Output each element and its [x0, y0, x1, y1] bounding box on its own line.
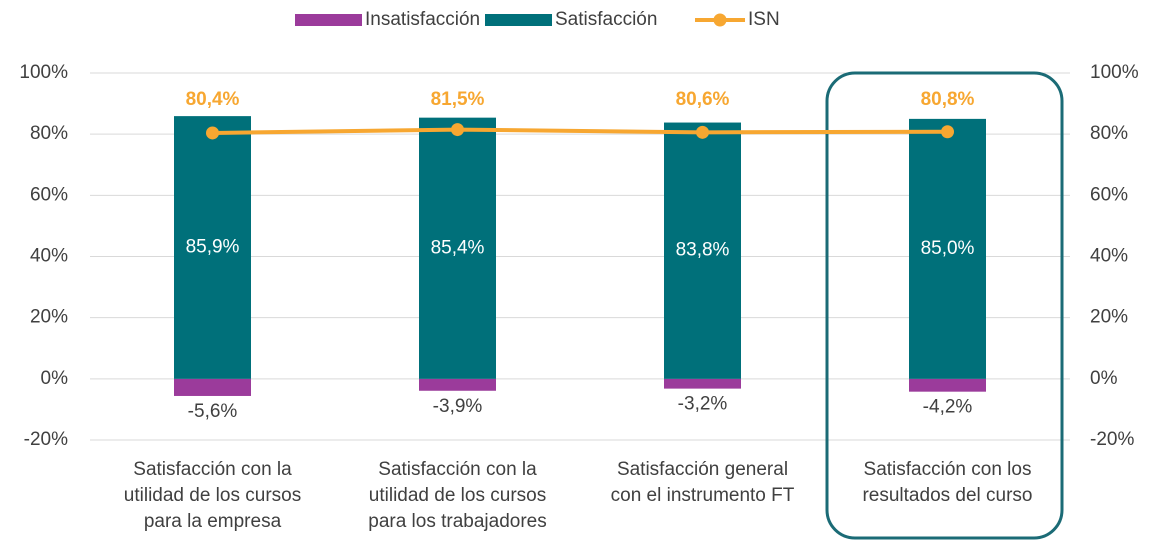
- data-label: -3,9%: [433, 396, 483, 417]
- x-tick-label: Satisfacción con los: [864, 459, 1032, 480]
- bar: [909, 378, 986, 392]
- x-tick-label: Satisfacción con la: [378, 459, 537, 480]
- x-tick-label: resultados del curso: [862, 485, 1032, 506]
- data-label: -4,2%: [923, 397, 973, 418]
- data-label: 85,9%: [186, 236, 240, 257]
- bar: [174, 116, 251, 379]
- data-label: 83,8%: [676, 240, 730, 261]
- y-tick-label: 40%: [30, 246, 68, 267]
- legend-marker: [713, 13, 727, 27]
- x-tick-label: para los trabajadores: [368, 511, 547, 532]
- y2-tick-label: 20%: [1090, 307, 1128, 328]
- line: [212, 127, 948, 135]
- highlight-box: [825, 71, 1064, 540]
- data-label: -5,6%: [188, 401, 238, 422]
- data-label: 80,4%: [186, 89, 240, 110]
- y2-tick-label: 40%: [1090, 246, 1128, 267]
- data-label: 80,8%: [921, 89, 975, 110]
- y-tick-label: -20%: [24, 429, 68, 450]
- bar: [419, 378, 496, 391]
- bar: [909, 118, 986, 379]
- y2-tick-label: 100%: [1090, 62, 1139, 83]
- y-tick-label: 20%: [30, 307, 68, 328]
- bar: [664, 378, 741, 389]
- line-point: [941, 125, 954, 139]
- x-tick-label: utilidad de los cursos: [369, 485, 546, 506]
- y-tick-label: 60%: [30, 184, 68, 205]
- bar: [419, 117, 496, 379]
- y2-tick-label: -20%: [1090, 429, 1134, 450]
- bar: [664, 122, 741, 379]
- x-tick-label: Satisfacción con la: [133, 459, 292, 480]
- legend-label: Satisfacción: [555, 9, 657, 30]
- y2-tick-label: 80%: [1090, 123, 1128, 144]
- line-point: [451, 123, 464, 137]
- legend-label: Insatisfacción: [365, 9, 480, 30]
- data-label: 85,4%: [431, 237, 485, 258]
- y2-tick-label: 0%: [1090, 368, 1118, 389]
- data-label: -3,2%: [678, 394, 728, 415]
- legend-swatch: [485, 14, 552, 26]
- x-tick-label: Satisfacción general: [617, 459, 788, 480]
- y-tick-label: 80%: [30, 123, 68, 144]
- y2-tick-label: 60%: [1090, 184, 1128, 205]
- legend-label: ISN: [748, 9, 780, 30]
- x-tick-label: con el instrumento FT: [611, 485, 795, 506]
- data-label: 85,0%: [921, 238, 975, 259]
- line-point: [696, 125, 709, 139]
- data-label: 81,5%: [431, 89, 485, 110]
- y-tick-label: 100%: [19, 62, 68, 83]
- bar: [174, 378, 251, 396]
- legend-swatch: [295, 14, 362, 26]
- y-tick-label: 0%: [41, 368, 69, 389]
- line-point: [206, 126, 219, 140]
- data-label: 80,6%: [676, 89, 730, 110]
- x-tick-label: para la empresa: [144, 511, 282, 532]
- x-tick-label: utilidad de los cursos: [124, 485, 301, 506]
